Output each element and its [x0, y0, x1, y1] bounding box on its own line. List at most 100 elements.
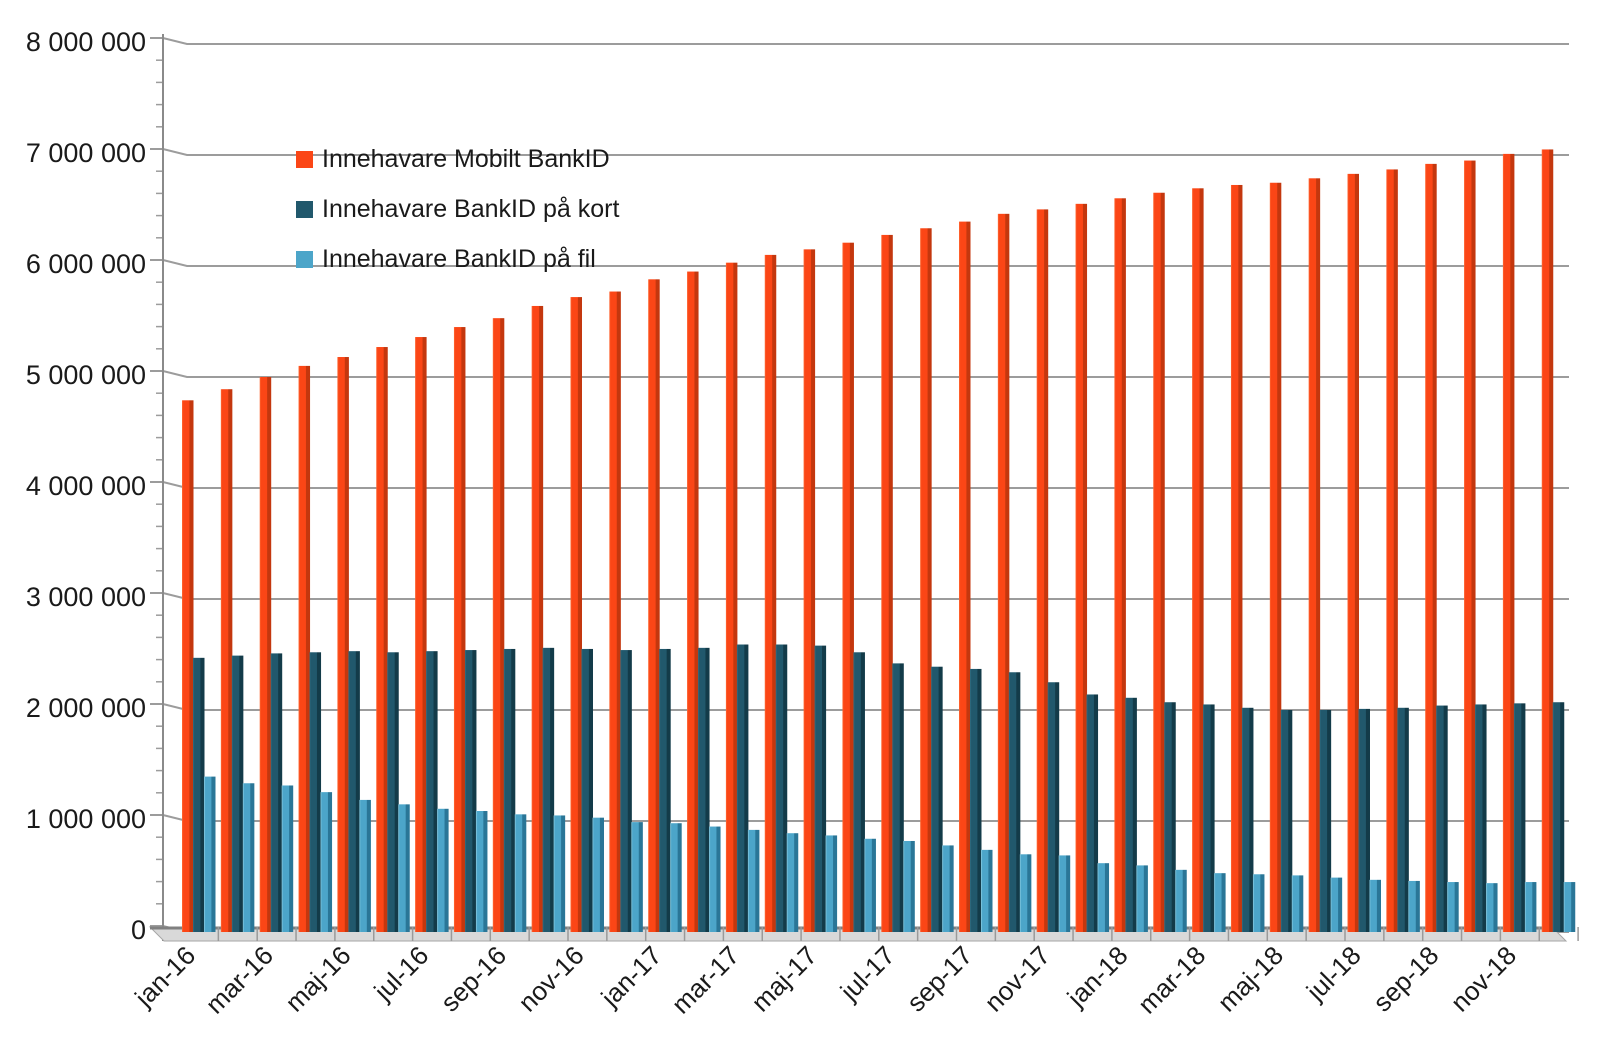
bar-mobilt-mar-18	[1192, 188, 1204, 933]
bar-kort-apr-16	[309, 652, 322, 932]
y-tick-label: 3 000 000	[26, 582, 146, 612]
y-tick-label: 2 000 000	[26, 693, 146, 723]
bar-kort-mar-18	[1203, 704, 1215, 932]
gridline	[150, 259, 1569, 267]
bar-kort-sep-18	[1436, 705, 1448, 932]
gridline	[150, 592, 1569, 600]
bar-kort-feb-16	[231, 655, 244, 932]
legend-swatch-kort-icon	[296, 200, 313, 218]
bar-mobilt-apr-18	[1230, 184, 1243, 933]
bar-kort-jun-18	[1319, 710, 1332, 932]
x-tick-label: mar-16	[199, 940, 278, 1019]
bar-mobilt-sep-18	[1425, 163, 1437, 932]
x-tick-label: jul-18	[1300, 940, 1367, 1007]
bar-mobilt-jun-16	[376, 347, 388, 932]
x-tick-label: mar-18	[1132, 940, 1211, 1019]
bar-fil-apr-17	[786, 833, 799, 932]
bar-fil-sep-18	[1447, 882, 1459, 932]
bar-mobilt-jul-18	[1347, 173, 1359, 932]
bar-mobilt-apr-16	[298, 365, 311, 932]
bar-fil-jul-17	[903, 840, 915, 932]
x-tick-label: maj-16	[279, 940, 356, 1017]
bar-fil-dec-17	[1097, 863, 1110, 932]
bar-mobilt-jan-17	[648, 279, 660, 932]
bar-fil-jul-18	[1369, 879, 1381, 932]
bar-mobilt-feb-17	[687, 271, 699, 932]
bar-kort-jan-16	[193, 657, 205, 932]
gridline	[150, 814, 1569, 822]
bar-kort-feb-17	[698, 647, 710, 932]
bar-kort-aug-18	[1397, 707, 1409, 932]
bar-kort-apr-17	[775, 644, 788, 932]
legend-label-fil: Innehavare BankID på fil	[322, 244, 596, 273]
bar-mobilt-maj-17	[803, 249, 816, 933]
bar-mobilt-mar-17	[725, 262, 738, 932]
bar-kort-okt-17	[1008, 672, 1021, 932]
bar-fil-aug-16	[475, 811, 488, 932]
bar-kort-nov-18	[1513, 703, 1526, 932]
x-tick-label: jan-18	[1061, 940, 1134, 1013]
bar-kort-maj-17	[814, 645, 827, 932]
x-tick-label: mar-17	[666, 940, 745, 1019]
legend-item-fil: Innehavare BankID på fil	[296, 244, 619, 274]
legend-item-mobilt: Innehavare Mobilt BankID	[296, 144, 619, 174]
bar-mobilt-aug-17	[920, 228, 932, 932]
bar-fil-feb-18	[1175, 869, 1187, 932]
bar-fil-apr-16	[320, 792, 333, 932]
bar-mobilt-maj-18	[1269, 182, 1282, 932]
bar-fil-aug-17	[942, 845, 954, 932]
bar-fil-dec-16	[631, 822, 643, 932]
bar-kort-jan-17	[659, 648, 671, 932]
bar-kort-sep-17	[970, 668, 982, 932]
gridline	[150, 37, 1569, 45]
y-tick-label: 1 000 000	[26, 804, 146, 834]
y-tick-label: 8 000 000	[26, 27, 146, 57]
bar-kort-mar-16	[270, 653, 283, 932]
bar-mobilt-jun-18	[1308, 178, 1321, 932]
bar-kort-okt-18	[1475, 704, 1487, 932]
gridline	[150, 148, 1569, 156]
x-tick-label: sep-16	[435, 940, 512, 1017]
bar-fil-maj-18	[1291, 875, 1304, 932]
legend-swatch-fil-icon	[296, 250, 313, 268]
bar-mobilt-feb-16	[220, 389, 233, 933]
x-tick-label: maj-17	[745, 940, 822, 1017]
bar-fil-jun-16	[398, 804, 410, 932]
y-tick-label: 4 000 000	[26, 471, 146, 501]
bar-mobilt-sep-17	[959, 221, 971, 933]
bar-kort-okt-16	[542, 647, 555, 932]
legend-label-kort: Innehavare BankID på kort	[322, 194, 620, 223]
bar-kort-aug-16	[464, 650, 477, 932]
gridline	[150, 703, 1569, 711]
bar-mobilt-aug-16	[453, 327, 466, 932]
bar-fil-okt-18	[1486, 883, 1498, 932]
bar-fil-okt-17	[1019, 854, 1032, 932]
y-tick-label: 5 000 000	[26, 360, 146, 390]
bar-fil-jan-18	[1136, 865, 1148, 932]
bar-mobilt-jul-17	[881, 234, 893, 933]
bar-mobilt-jun-17	[842, 242, 854, 932]
bar-fil-okt-16	[553, 815, 566, 932]
bar-fil-jul-16	[437, 808, 449, 932]
bar-kort-apr-18	[1241, 707, 1254, 932]
bar-mobilt-okt-16	[531, 305, 544, 933]
x-tick-label: sep-18	[1367, 940, 1444, 1017]
bar-fil-dec-18	[1563, 882, 1576, 932]
legend-label-mobilt: Innehavare Mobilt BankID	[322, 144, 610, 173]
bar-kort-jan-18	[1125, 697, 1137, 932]
x-tick-label: nov-16	[512, 940, 589, 1017]
bar-fil-jan-16	[204, 776, 216, 932]
bar-fil-maj-17	[825, 835, 838, 932]
bar-fil-nov-16	[592, 817, 604, 932]
bar-mobilt-okt-18	[1464, 160, 1476, 933]
bar-kort-mar-17	[736, 644, 749, 932]
bar-mobilt-aug-18	[1386, 169, 1398, 932]
x-tick-label: nov-17	[979, 940, 1056, 1017]
bar-kort-jun-17	[853, 652, 865, 932]
x-tick-label: jan-17	[594, 940, 667, 1013]
bar-mobilt-feb-18	[1153, 192, 1165, 933]
x-tick-label: nov-18	[1445, 940, 1522, 1017]
x-tick-label: jul-16	[367, 940, 434, 1007]
